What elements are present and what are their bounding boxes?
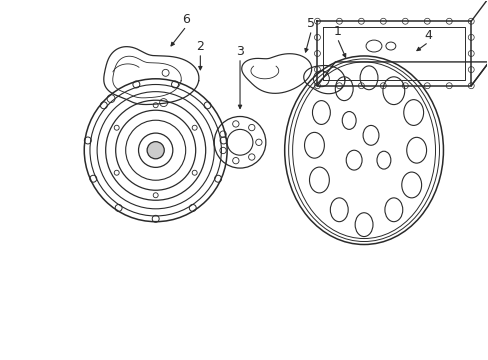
Text: 2: 2 [196,40,204,53]
Text: 5: 5 [307,17,315,30]
Text: 6: 6 [182,13,190,26]
Text: 1: 1 [333,24,341,38]
Text: 4: 4 [424,29,431,42]
Text: 3: 3 [236,45,244,58]
Circle shape [147,141,164,159]
